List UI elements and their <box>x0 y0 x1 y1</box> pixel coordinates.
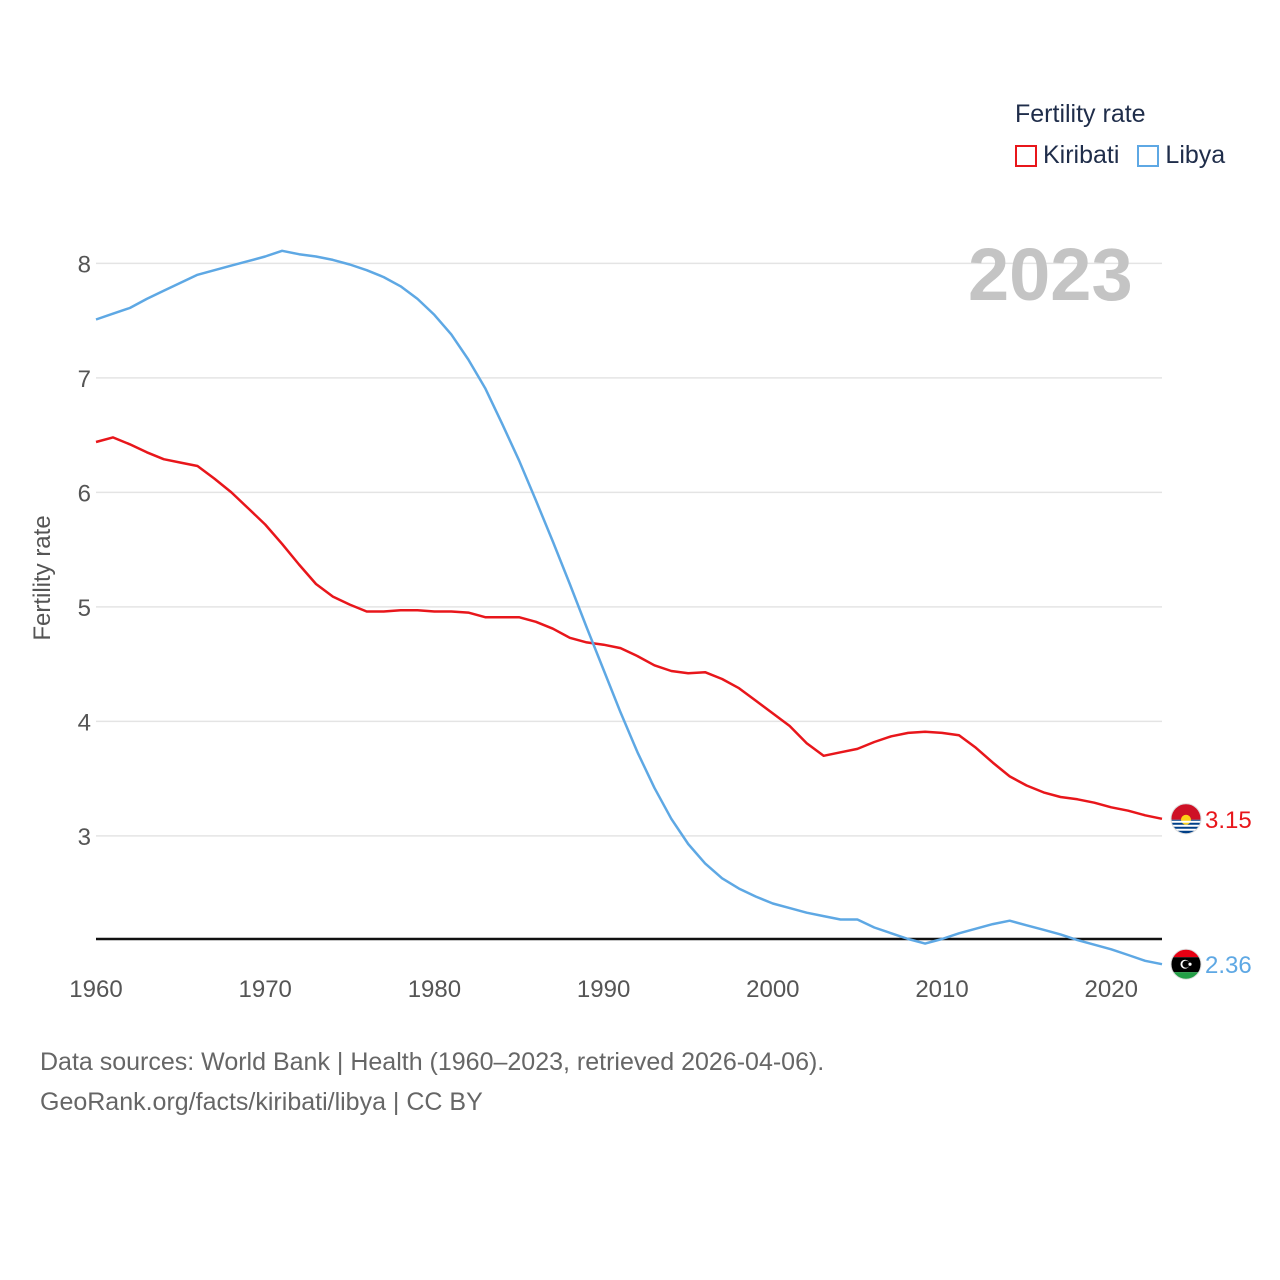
legend-swatch-libya <box>1137 144 1160 167</box>
data-sources-text: Data sources: World Bank | Health (1960–… <box>40 1048 825 1076</box>
y-tick-label: 6 <box>78 480 91 507</box>
x-tick-label: 2010 <box>915 976 968 1003</box>
series-line-kiribati[interactable] <box>95 436 1163 821</box>
year-label: 2023 <box>968 233 1133 316</box>
end-label-kiribati: 3.15 <box>1205 807 1252 834</box>
y-axis-title: Fertility rate <box>29 515 56 641</box>
y-tick-label: 3 <box>78 824 91 851</box>
legend-item-libya[interactable]: Libya <box>1137 141 1225 170</box>
grid-lines <box>96 262 1162 837</box>
series-end-labels: 3.15 2.36 <box>1170 803 1252 980</box>
series-line-libya[interactable] <box>95 249 1163 966</box>
y-tick-label: 5 <box>78 595 91 622</box>
y-tick-label: 8 <box>78 251 91 278</box>
y-axis-ticks: 3 4 5 6 7 8 <box>78 251 91 851</box>
x-tick-label: 1960 <box>69 976 122 1003</box>
y-tick-label: 7 <box>78 366 91 393</box>
y-tick-label: 4 <box>78 709 91 736</box>
x-tick-label: 1970 <box>239 976 292 1003</box>
end-label-libya: 2.36 <box>1205 952 1252 979</box>
x-tick-label: 2000 <box>746 976 799 1003</box>
legend-label-libya: Libya <box>1165 141 1226 169</box>
x-axis-ticks: 1960 1970 1980 1990 2000 2010 2020 <box>69 976 1138 1003</box>
legend-item-kiribati[interactable]: Kiribati <box>1015 141 1119 170</box>
libya-flag-icon <box>1170 948 1202 980</box>
x-tick-label: 2020 <box>1085 976 1138 1003</box>
x-tick-label: 1980 <box>408 976 461 1003</box>
credit-text[interactable]: GeoRank.org/facts/kiribati/libya | CC BY <box>40 1088 483 1116</box>
legend-swatch-kiribati <box>1015 144 1037 167</box>
legend: Fertility rate Kiribati Libya <box>1015 100 1225 170</box>
series-lines <box>95 249 1163 966</box>
legend-title: Fertility rate <box>1015 100 1146 128</box>
legend-label-kiribati: Kiribati <box>1043 141 1120 169</box>
x-tick-label: 1990 <box>577 976 630 1003</box>
footer: Data sources: World Bank | Health (1960–… <box>40 1042 824 1122</box>
kiribati-flag-icon <box>1170 803 1202 835</box>
